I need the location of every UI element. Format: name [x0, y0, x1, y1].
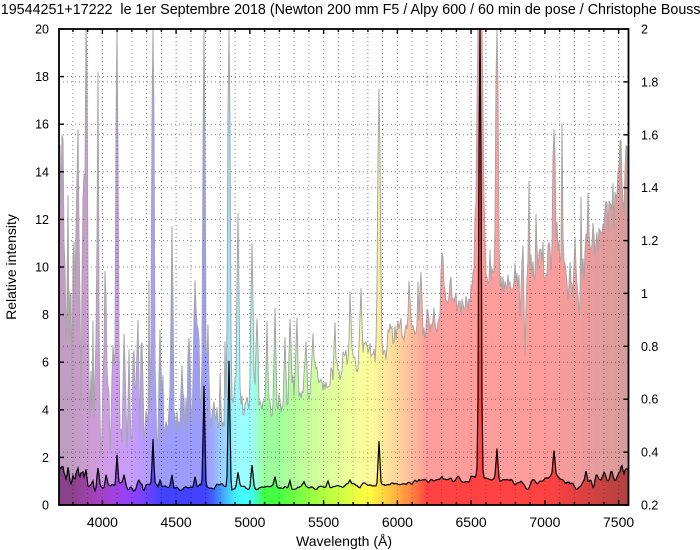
svg-text:1.2: 1.2 — [641, 234, 658, 248]
svg-text:6000: 6000 — [382, 514, 413, 530]
svg-text:Wavelength (Å): Wavelength (Å) — [296, 533, 392, 549]
svg-text:0.8: 0.8 — [641, 340, 658, 354]
svg-text:20: 20 — [35, 23, 49, 37]
svg-text:2: 2 — [641, 23, 648, 37]
svg-text:4500: 4500 — [161, 514, 192, 530]
svg-text:7000: 7000 — [529, 514, 560, 530]
svg-text:12: 12 — [35, 213, 49, 227]
svg-text:0.2: 0.2 — [641, 499, 658, 513]
svg-text:1.4: 1.4 — [641, 181, 658, 195]
svg-text:10: 10 — [35, 261, 49, 275]
svg-text:4: 4 — [42, 403, 49, 417]
svg-text:5500: 5500 — [308, 514, 339, 530]
svg-text:5000: 5000 — [234, 514, 265, 530]
svg-text:1: 1 — [641, 287, 648, 301]
svg-text:14: 14 — [35, 165, 49, 179]
svg-text:4000: 4000 — [87, 514, 118, 530]
svg-text:18: 18 — [35, 70, 49, 84]
svg-text:2: 2 — [42, 451, 49, 465]
svg-text:16: 16 — [35, 118, 49, 132]
svg-text:0.6: 0.6 — [641, 393, 658, 407]
svg-text:0: 0 — [42, 499, 49, 513]
svg-text:1.8: 1.8 — [641, 75, 658, 89]
svg-text:7500: 7500 — [603, 514, 634, 530]
svg-text:6500: 6500 — [456, 514, 487, 530]
svg-text:6: 6 — [42, 356, 49, 370]
svg-text:1.6: 1.6 — [641, 128, 658, 142]
svg-text:8: 8 — [42, 308, 49, 322]
svg-text:Relative intensity: Relative intensity — [3, 214, 19, 320]
svg-text:0.4: 0.4 — [641, 446, 658, 460]
